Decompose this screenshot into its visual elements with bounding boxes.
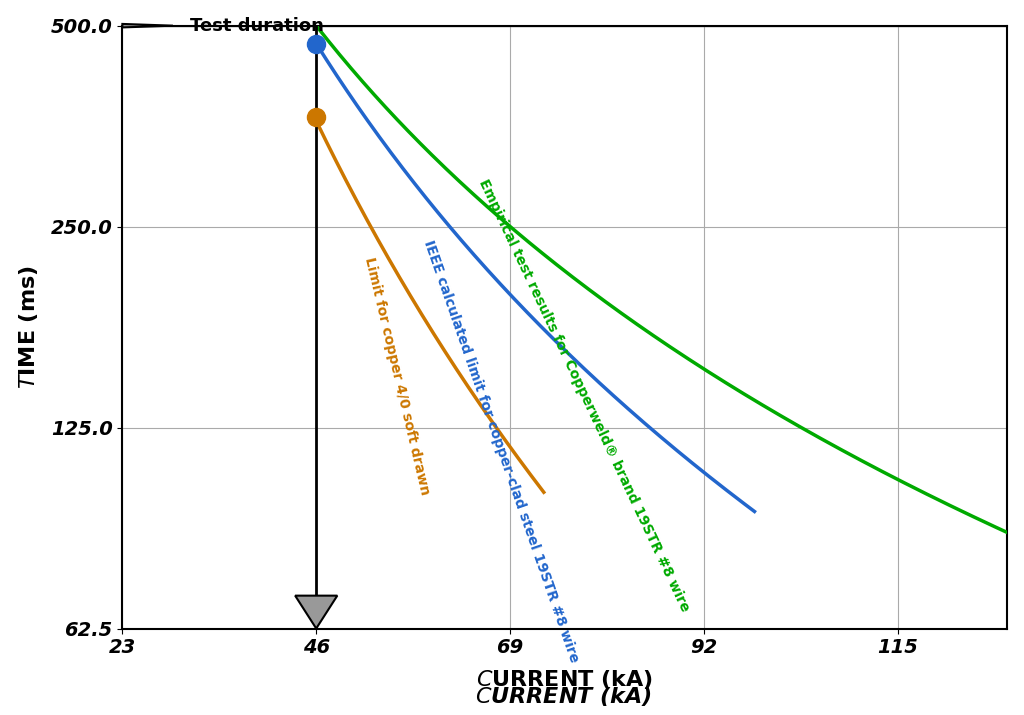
Text: Limit for copper 4/0 soft drawn: Limit for copper 4/0 soft drawn	[361, 256, 431, 496]
Polygon shape	[295, 596, 337, 628]
X-axis label: $\bf{\mathit{C}}$$\bf{URRENT}$ (kA): $\bf{\mathit{C}}$$\bf{URRENT}$ (kA)	[476, 669, 653, 691]
Text: Test duration: Test duration	[189, 16, 324, 34]
Text: Empirical test results for Copperweld® brand 19STR #8 wire: Empirical test results for Copperweld® b…	[476, 177, 692, 613]
Y-axis label: $\bf{\mathit{T}}$$\bf{IME}$ (ms): $\bf{\mathit{T}}$$\bf{IME}$ (ms)	[16, 265, 40, 389]
Text: $\it{C}$URRENT (kA): $\it{C}$URRENT (kA)	[475, 685, 651, 708]
Text: IEEE calculated limit for copper-clad steel 19STR #8 wire: IEEE calculated limit for copper-clad st…	[421, 239, 581, 664]
Polygon shape	[123, 24, 173, 27]
